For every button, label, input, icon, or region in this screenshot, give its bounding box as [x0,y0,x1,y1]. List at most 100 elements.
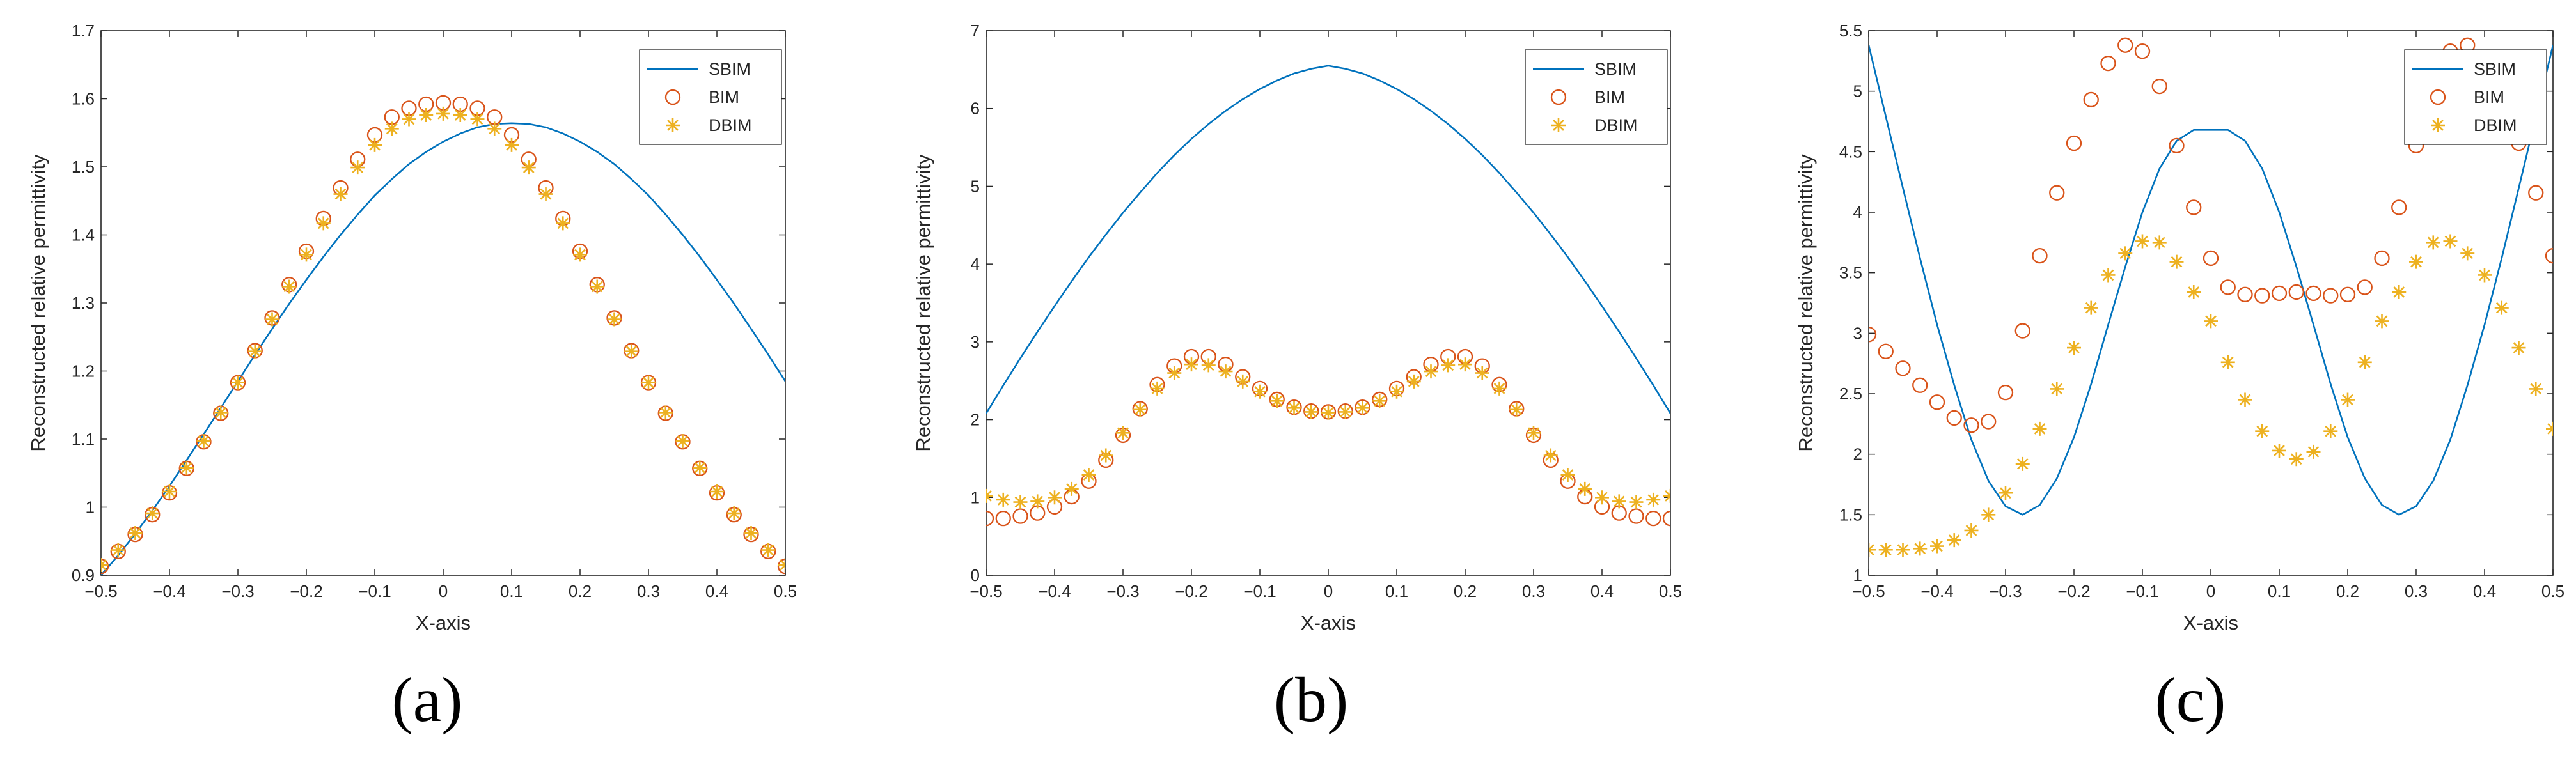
series-dbim-point [1184,357,1198,372]
series-dbim-point [1646,492,1661,507]
series-dbim-point [1218,364,1233,379]
series-dbim-point [1612,494,1626,509]
y-tick-label: 2 [1853,445,1862,464]
series-group [986,65,1670,527]
y-tick-label: 0.9 [72,566,95,585]
series-bim-point [2323,288,2339,304]
series-bim-point [2186,199,2202,215]
x-tick-label: 0.4 [2473,582,2496,601]
series-dbim-point [1406,374,1421,389]
series-dbim-point [1458,357,1472,372]
x-tick-label: −0.5 [1852,582,1885,601]
x-tick-label: 0 [2206,582,2215,601]
series-bim-point [995,510,1011,527]
series-dbim-point [1099,448,1113,463]
series-dbim-point [2392,284,2407,299]
series-dbim-point [436,106,450,121]
x-tick-label: 0.3 [1522,582,1545,601]
series-dbim-point [282,279,297,294]
x-tick-label: 0.2 [569,582,592,601]
series-dbim-point [1999,486,2013,500]
series-bim-point [2100,55,2116,72]
y-axis-label: Reconstructed relative permittivity [27,154,49,452]
x-tick-label: 0.3 [2405,582,2428,601]
x-tick-label: −0.1 [2126,582,2158,601]
series-dbim-point [1492,381,1507,396]
x-tick-label: −0.4 [153,582,185,601]
series-dbim-point [1913,541,1928,556]
chart-panel-1: −0.5 −0.4 −0.3 −0.2 −0.1 0 0.1 0.2 0.3 0.4 0.5 0.9 1… [27,21,797,634]
y-tick-label: 7 [971,21,980,40]
series-dbim-point [778,558,785,573]
x-tick-label: −0.2 [1175,582,1207,601]
series-dbim-point [2323,424,2338,438]
series-dbim-point [1269,394,1284,408]
x-tick-label: 0.4 [1590,582,1614,601]
series-dbim-point [1081,467,1096,482]
series-dbim-point [2443,234,2458,249]
series-dbim-point [1372,394,1387,408]
y-tick-label: 0 [971,566,980,585]
series-dbim-point [265,312,279,327]
series-dbim-point [2272,443,2286,458]
y-tick-label: 4.5 [1839,142,1862,161]
x-tick-label: 0.5 [774,582,797,601]
x-tick-label: −0.3 [221,582,254,601]
series-bim-point [2528,185,2544,201]
series-dbim-point [1869,543,1876,557]
series-bim-point [2134,43,2151,59]
series-bim-point [2169,137,2185,154]
y-tick-label: 1.6 [72,89,95,109]
series-dbim-point [2306,444,2321,459]
series-dbim-point [1509,402,1524,417]
series-dbim-point [2426,235,2440,250]
series-dbim-point [1150,381,1165,396]
series-dbim-point [2238,392,2252,407]
series-bim-point [2066,135,2082,151]
x-tick-label: −0.5 [970,582,1002,601]
series-dbim-point [1253,384,1267,399]
series-dbim-point [145,506,160,521]
series-dbim-point [214,405,228,420]
series-dbim-point [128,525,143,540]
series-dbim-point [2187,284,2201,299]
series-bim-point [777,559,785,575]
series-bim-point [2049,185,2065,201]
series-bim-point [2288,284,2304,300]
series-bim-point [2237,286,2253,302]
x-tick-label: −0.1 [1243,582,1276,601]
series-bim-point [2032,248,2048,264]
series-bim-point [1662,511,1670,527]
series-dbim-point [1964,523,1979,538]
y-tick-label: 1.1 [72,430,95,449]
series-dbim-point [1321,405,1335,420]
legend-box [2404,49,2547,145]
x-tick-label: −0.2 [2057,582,2090,601]
series-dbim-point [505,137,519,152]
series-dbim-point [231,375,245,390]
series-dbim-point [2529,382,2543,396]
y-tick-label: 1.7 [72,21,95,40]
series-dbim-point [761,543,776,557]
x-tick-label: 0.2 [2336,582,2359,601]
series-dbim-point [1390,384,1404,399]
series-dbim-point [1930,539,1944,554]
series-dbim-point [2118,246,2133,261]
series-group [101,95,785,575]
legend-bim-marker [664,89,681,105]
series-bim-point [1645,510,1661,527]
x-tick-label: −0.3 [1989,582,2022,601]
series-bim-point [2305,285,2321,302]
series-dbim-point [1338,405,1353,419]
series-dbim-point [470,112,485,127]
x-axis-label: X-axis [1301,612,1356,634]
series-dbim-point [453,108,467,123]
series-dbim-point [1167,366,1182,380]
series-bim-point [1869,327,1877,343]
chart-panel-2: −0.5 −0.4 −0.3 −0.2 −0.1 0 0.1 0.2 0.3 0.4 0.5 0 1 2 3… [912,21,1682,634]
legend-label-sbim: SBIM [1594,59,1637,79]
x-tick-label: −0.1 [358,582,391,601]
legend-label-bim: BIM [2474,88,2504,107]
series-dbim-point [2375,314,2389,329]
legend-label-sbim: SBIM [2474,59,2516,79]
